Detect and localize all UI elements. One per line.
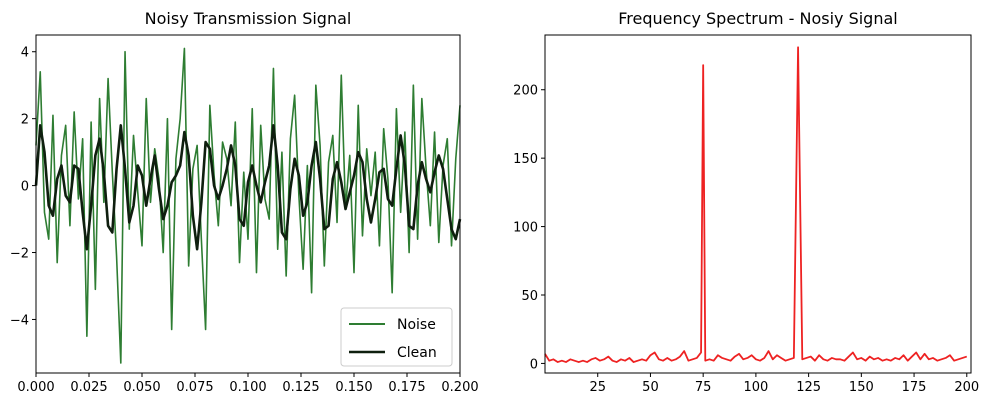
signal-chart-title: Noisy Transmission Signal (145, 9, 352, 28)
signal-x-tick-label: 0.025 (70, 380, 107, 395)
signal-y-tick-label: 4 (21, 46, 29, 61)
spectrum-chart-title: Frequency Spectrum - Nosiy Signal (618, 9, 897, 28)
spectrum-chart-lines (544, 46, 968, 363)
signal-x-tick-label: 0.050 (123, 380, 160, 395)
spectrum-x-tick-label: 25 (589, 380, 606, 395)
spectrum-x-tick-label: 150 (849, 380, 874, 395)
spectrum-x-tick-label: 125 (796, 380, 821, 395)
spectrum-chart-axes: 25 50 75 100 125 150 175 200 0 50 100 150 200 (513, 84, 979, 395)
legend-label-noise: Noise (397, 317, 436, 333)
signal-x-tick-label: 0.200 (441, 380, 478, 395)
signal-x-tick-label: 0.000 (17, 380, 54, 395)
spectrum-x-tick-label: 175 (902, 380, 927, 395)
signal-chart-lines (34, 47, 462, 364)
spectrum-chart-frame (544, 34, 972, 374)
signal-chart-frame (35, 34, 461, 374)
spectrum-y-tick-label: 150 (513, 152, 538, 167)
signal-x-tick-label: 0.125 (282, 380, 319, 395)
spectrum-y-tick-label: 0 (530, 357, 538, 372)
spectrum-x-tick-label: 100 (743, 380, 768, 395)
spectrum-y-tick-label: 100 (513, 221, 538, 236)
signal-chart: Noisy Transmission Signal 0.000 0.025 0.05… (10, 9, 479, 395)
signal-y-tick-label: −2 (10, 247, 29, 262)
signal-y-tick-label: 0 (21, 180, 29, 195)
signal-x-tick-label: 0.100 (229, 380, 266, 395)
series-line-noise (35, 47, 461, 364)
signal-x-tick-label: 0.075 (176, 380, 213, 395)
spectrum-y-tick-label: 50 (521, 289, 538, 304)
signal-y-tick-label: 2 (21, 113, 29, 128)
signal-x-tick-label: 0.175 (388, 380, 425, 395)
spectrum-y-tick-label: 200 (513, 84, 538, 99)
spectrum-x-tick-label: 75 (695, 380, 712, 395)
signal-chart-axes: 0.000 0.025 0.050 0.075 0.100 0.125 0.150 0.175… (10, 46, 479, 395)
series-line-spectrum-0 (544, 46, 968, 363)
signal-chart-legend: Noise Clean (340, 307, 453, 367)
spectrum-chart: Frequency Spectrum - Nosiy Signal 25 50 75… (513, 9, 979, 395)
signal-x-tick-label: 0.150 (335, 380, 372, 395)
series-line-clean (34, 124, 462, 251)
legend-label-clean: Clean (397, 345, 437, 361)
spectrum-x-tick-label: 200 (954, 380, 979, 395)
spectrum-x-tick-label: 50 (642, 380, 659, 395)
signal-y-tick-label: −4 (10, 313, 29, 328)
